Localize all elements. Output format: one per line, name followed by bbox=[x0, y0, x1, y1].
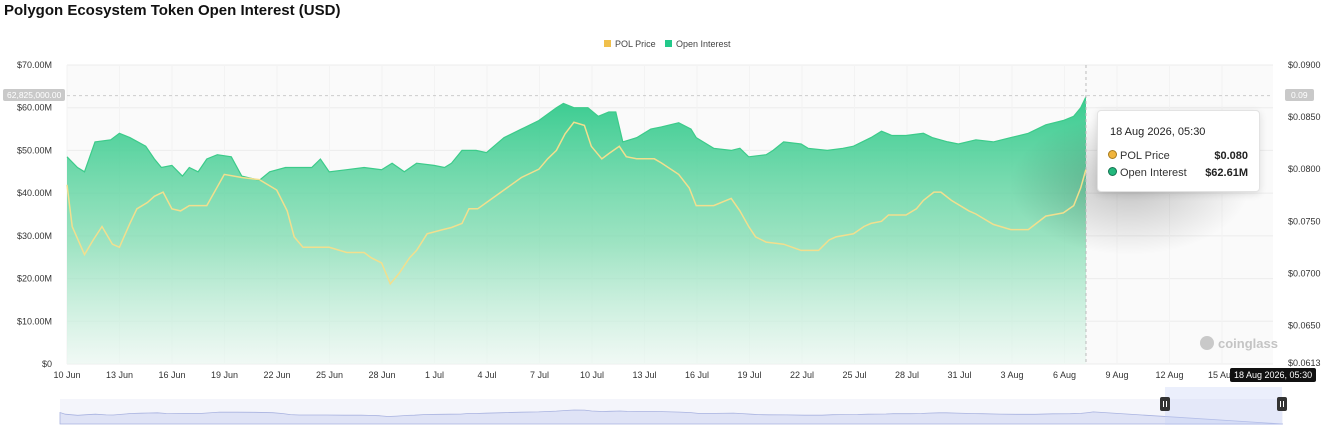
tooltip-row-price: POL Price $0.080 bbox=[1108, 150, 1248, 162]
y-axis-right: $0.0613 $0.0650 $0.0700 $0.0750 $0.0800 $0.08… bbox=[1288, 60, 1321, 368]
x-tick-15: 25 Jul bbox=[842, 370, 866, 380]
navigator-selection[interactable] bbox=[1165, 387, 1282, 425]
x-tick-18: 3 Aug bbox=[1000, 370, 1023, 380]
y-left-tick-2: $20.00M bbox=[17, 274, 52, 284]
range-navigator[interactable] bbox=[59, 387, 1287, 425]
coinglass-logo-icon bbox=[1200, 336, 1214, 350]
coinglass-watermark: coinglass bbox=[1200, 336, 1278, 351]
y-right-tick-1: $0.0650 bbox=[1288, 320, 1321, 330]
chart-tooltip: 18 Aug 2026, 05:30 POL Price $0.080 Open… bbox=[1097, 110, 1260, 192]
y-right-tick-0: $0.0613 bbox=[1288, 358, 1321, 368]
crosshair-right-value: 0.09 bbox=[1285, 89, 1314, 101]
x-tick-16: 28 Jul bbox=[895, 370, 919, 380]
y-left-tick-5: $50.00M bbox=[17, 145, 52, 155]
tooltip-price-value: $0.080 bbox=[1214, 150, 1248, 162]
legend-swatch-price bbox=[604, 40, 611, 47]
y-right-tick-2: $0.0700 bbox=[1288, 268, 1321, 278]
x-tick-0: 10 Jun bbox=[53, 370, 80, 380]
price-line bbox=[66, 121, 1087, 286]
y-left-tick-4: $40.00M bbox=[17, 188, 52, 198]
tooltip-row-oi: Open Interest $62.61M bbox=[1108, 167, 1248, 179]
crosshair-left-value: 62,825,000.00 bbox=[3, 89, 66, 101]
x-axis: 10 Jun 13 Jun 16 Jun 19 Jun 22 Jun 25 Jun 28 J… bbox=[53, 370, 1236, 380]
x-tick-13: 19 Jul bbox=[737, 370, 761, 380]
y-left-tick-0: $0 bbox=[42, 359, 52, 369]
navigator-handle-left[interactable] bbox=[1160, 397, 1170, 411]
oi-area bbox=[67, 96, 1086, 364]
x-tick-10: 10 Jul bbox=[580, 370, 604, 380]
x-tick-8: 4 Jul bbox=[477, 370, 496, 380]
x-tick-9: 7 Jul bbox=[530, 370, 549, 380]
x-tick-2: 16 Jun bbox=[158, 370, 185, 380]
y-axis-left: $0 $10.00M $20.00M $30.00M $40.00M $50.00M $60… bbox=[17, 60, 52, 369]
x-tick-1: 13 Jun bbox=[106, 370, 133, 380]
watermark-text: coinglass bbox=[1218, 336, 1278, 351]
x-tick-4: 22 Jun bbox=[263, 370, 290, 380]
x-tick-11: 13 Jul bbox=[632, 370, 656, 380]
x-tick-7: 1 Jul bbox=[425, 370, 444, 380]
oi-line bbox=[66, 96, 1087, 181]
price-dot-icon bbox=[1108, 150, 1117, 159]
legend-swatch-oi bbox=[665, 40, 672, 47]
y-left-tick-1: $10.00M bbox=[17, 316, 52, 326]
x-tick-21: 12 Aug bbox=[1155, 370, 1183, 380]
tooltip-oi-value: $62.61M bbox=[1205, 167, 1248, 179]
y-left-tick-6: $60.00M bbox=[17, 103, 52, 113]
legend-label-oi: Open Interest bbox=[676, 39, 731, 49]
x-tick-14: 22 Jul bbox=[790, 370, 814, 380]
oi-dot-icon bbox=[1108, 167, 1117, 176]
x-tick-12: 16 Jul bbox=[685, 370, 709, 380]
x-tick-20: 9 Aug bbox=[1105, 370, 1128, 380]
y-right-tick-4: $0.0800 bbox=[1288, 164, 1321, 174]
y-left-tick-7: $70.00M bbox=[17, 60, 52, 70]
x-tick-3: 19 Jun bbox=[211, 370, 238, 380]
crosshair-x-label: 18 Aug 2026, 05:30 bbox=[1230, 368, 1317, 382]
y-right-tick-5: $0.0850 bbox=[1288, 112, 1321, 122]
legend-label-price: POL Price bbox=[615, 39, 656, 49]
y-right-tick-6: $0.0900 bbox=[1288, 60, 1321, 70]
x-tick-6: 28 Jun bbox=[368, 370, 395, 380]
y-right-tick-3: $0.0750 bbox=[1288, 216, 1321, 226]
x-tick-19: 6 Aug bbox=[1053, 370, 1076, 380]
x-tick-17: 31 Jul bbox=[947, 370, 971, 380]
page-title: Polygon Ecosystem Token Open Interest (U… bbox=[4, 2, 341, 19]
legend: POL Price Open Interest bbox=[604, 39, 731, 49]
navigator-series bbox=[59, 409, 1284, 425]
x-tick-22: 15 Aug bbox=[1208, 370, 1236, 380]
tooltip-date: 18 Aug 2026, 05:30 bbox=[1110, 126, 1206, 138]
tooltip-oi-label: Open Interest bbox=[1120, 167, 1187, 179]
x-tick-5: 25 Jun bbox=[316, 370, 343, 380]
y-left-tick-3: $30.00M bbox=[17, 231, 52, 241]
navigator-handle-right[interactable] bbox=[1277, 397, 1287, 411]
tooltip-price-label: POL Price bbox=[1120, 150, 1170, 162]
